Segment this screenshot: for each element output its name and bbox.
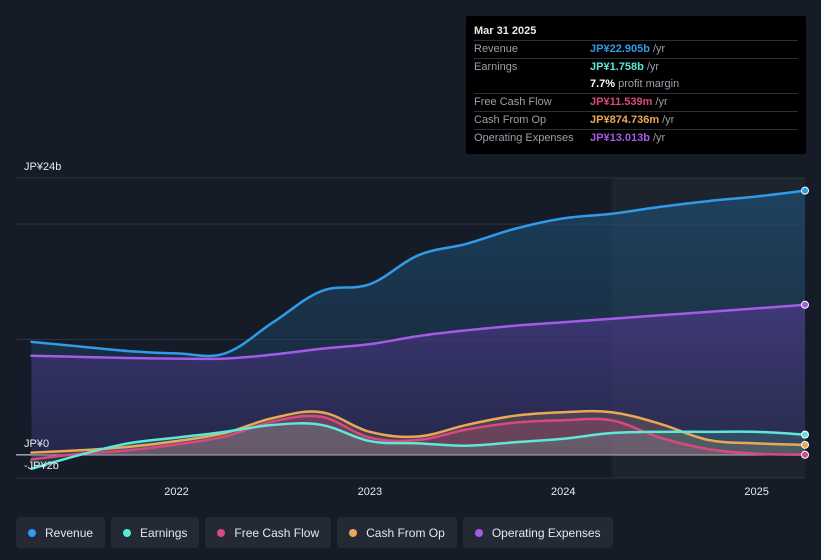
legend-dot-icon xyxy=(474,528,483,537)
y-tick-label-zero: JP¥0 xyxy=(24,438,49,450)
earnings-end-point[interactable] xyxy=(801,430,809,439)
legend-item-free-cash-flow[interactable]: Free Cash Flow xyxy=(205,517,332,548)
legend-item-revenue[interactable]: Revenue xyxy=(16,517,106,548)
tooltip-label xyxy=(474,76,590,93)
tooltip-unit: /yr xyxy=(652,132,666,144)
tooltip-unit: /yr xyxy=(652,43,666,55)
tooltip-row-margin: 7.7% profit margin xyxy=(474,76,798,93)
tooltip-label: Revenue xyxy=(474,43,519,55)
revenue-line[interactable] xyxy=(30,189,807,358)
earnings-line[interactable] xyxy=(30,422,807,471)
tooltip-unit: /yr xyxy=(662,114,675,126)
tooltip-unit: /yr xyxy=(655,96,668,108)
free-cash-flow-line[interactable] xyxy=(30,414,807,461)
tooltip-label: Free Cash Flow xyxy=(474,96,552,108)
legend-label: Revenue xyxy=(45,525,94,540)
tooltip-label: Operating Expenses xyxy=(474,132,574,144)
free-cash-flow-area xyxy=(31,415,806,460)
tooltip-unit: /yr xyxy=(646,61,660,73)
legend-label: Operating Expenses xyxy=(491,525,601,540)
tooltip-value: JP¥1.758b xyxy=(590,61,644,73)
x-tick-label: 2025 xyxy=(744,486,768,498)
operating-expenses-end-point[interactable] xyxy=(801,300,809,309)
chart-area: 2022 2023 2024 2025 JP¥24b JP¥0 -JP¥2b xyxy=(16,161,809,498)
revenue-end-point[interactable] xyxy=(801,186,809,195)
tooltip-row-earnings: Earnings JP¥1.758b /yr xyxy=(474,58,798,76)
legend-label: Earnings xyxy=(140,525,188,540)
free-cash-flow-end-point[interactable] xyxy=(801,450,809,459)
legend-item-operating-expenses[interactable]: Operating Expenses xyxy=(462,517,613,548)
tooltip-row-fcf: Free Cash Flow JP¥11.539m /yr xyxy=(474,93,798,111)
cash-from-op-end-point[interactable] xyxy=(801,440,809,449)
earnings-area xyxy=(31,423,806,469)
cash-from-op-area xyxy=(31,411,806,455)
legend-label: Free Cash Flow xyxy=(234,525,320,540)
y-tick-label-top: JP¥24b xyxy=(24,161,61,173)
legend-label: Cash From Op xyxy=(366,525,445,540)
operating-expenses-area xyxy=(31,304,806,455)
tooltip-label: Earnings xyxy=(474,61,518,73)
tooltip: Mar 31 2025 Revenue JP¥22.905b /yr Earni… xyxy=(466,16,806,154)
legend-dot-icon xyxy=(349,528,358,537)
tooltip-value: JP¥874.736m xyxy=(590,114,660,126)
legend-dot-icon xyxy=(217,528,226,537)
y-tick-label-bottom: -JP¥2b xyxy=(24,460,59,472)
legend-item-cash-from-op[interactable]: Cash From Op xyxy=(337,517,457,548)
tooltip-value: JP¥13.013b xyxy=(590,132,650,144)
legend: Revenue Earnings Free Cash Flow Cash Fro… xyxy=(16,517,613,548)
tooltip-value: 7.7% xyxy=(590,78,616,90)
tooltip-date: Mar 31 2025 xyxy=(474,25,537,37)
operating-expenses-line[interactable] xyxy=(30,303,807,361)
tooltip-value: JP¥22.905b xyxy=(590,43,650,55)
cash-from-op-line[interactable] xyxy=(30,409,807,454)
tooltip-row-opex: Operating Expenses JP¥13.013b /yr xyxy=(474,129,798,147)
x-tick-label: 2022 xyxy=(164,486,188,498)
tooltip-row-cfo: Cash From Op JP¥874.736m /yr xyxy=(474,111,798,129)
x-tick-label: 2023 xyxy=(358,486,382,498)
legend-item-earnings[interactable]: Earnings xyxy=(111,517,200,548)
tooltip-row-revenue: Revenue JP¥22.905b /yr xyxy=(474,40,798,58)
tooltip-label: Cash From Op xyxy=(474,114,547,126)
tooltip-value: JP¥11.539m xyxy=(590,96,653,108)
legend-dot-icon xyxy=(123,528,132,537)
tooltip-unit: profit margin xyxy=(618,78,680,90)
x-tick-label: 2024 xyxy=(551,486,575,498)
legend-dot-icon xyxy=(28,528,36,537)
